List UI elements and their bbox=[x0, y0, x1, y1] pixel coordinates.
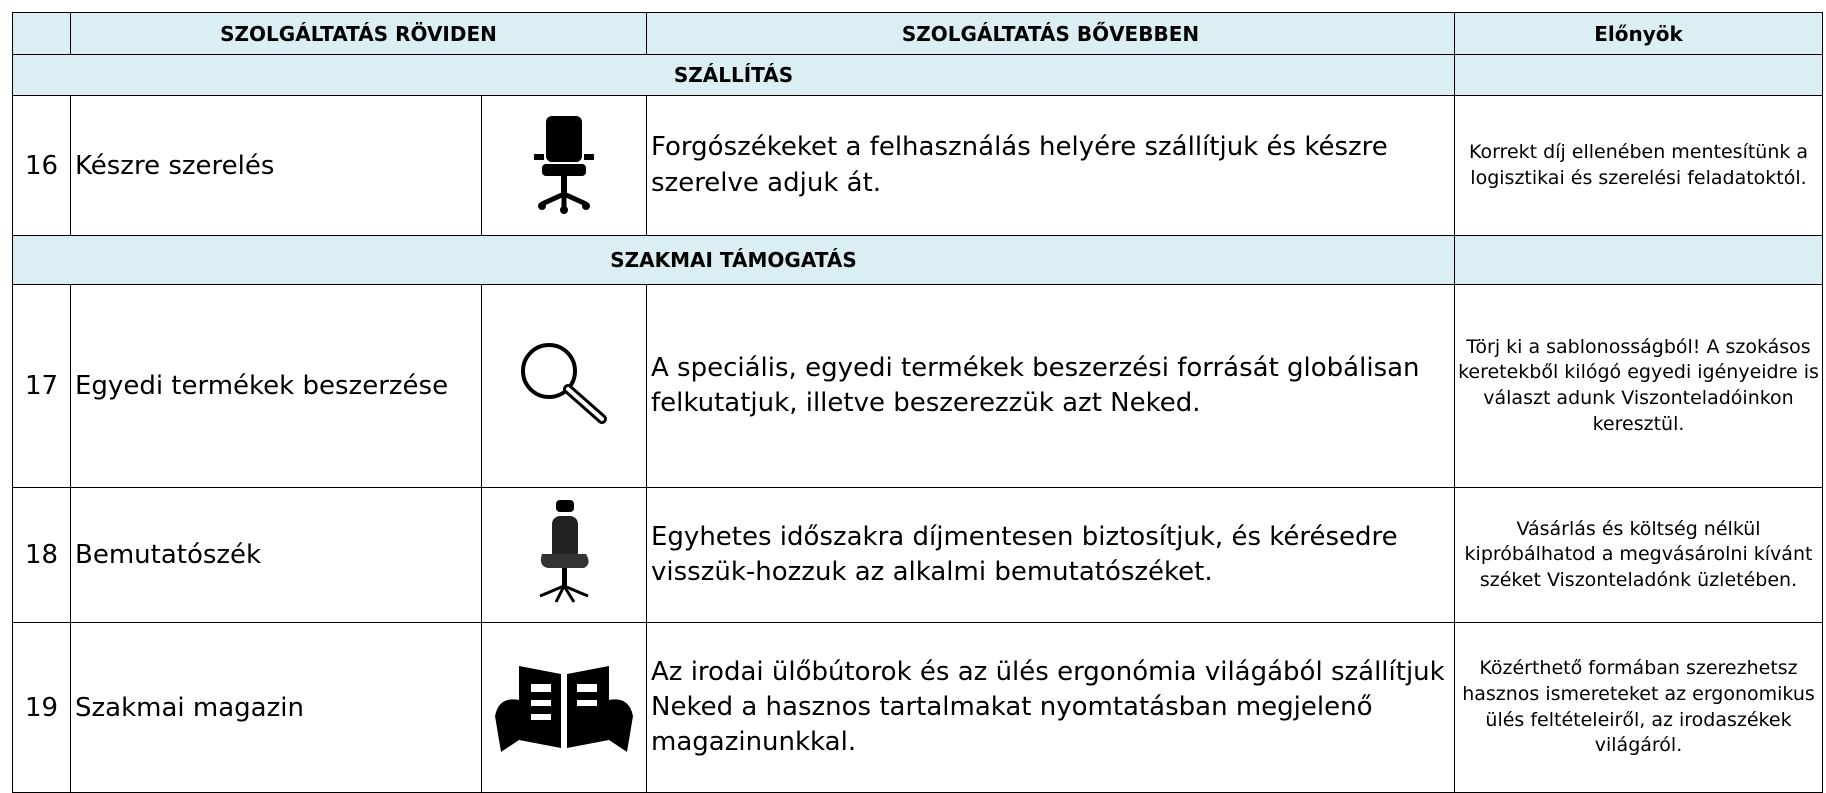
row-number: 19 bbox=[12, 622, 71, 793]
service-table: SZOLGÁLTATÁS RÖVIDEN SZOLGÁLTATÁS BŐVEBB… bbox=[12, 12, 1823, 793]
office-chair-icon bbox=[539, 500, 589, 603]
icon-cell bbox=[481, 284, 647, 488]
row-name: Bemutatószék bbox=[70, 487, 482, 623]
row: 19 Szakmai magazin Az irodai ülőbútorok … bbox=[12, 622, 1823, 793]
section-title: SZAKMAI TÁMOGATÁS bbox=[12, 235, 1455, 285]
chair-icon bbox=[534, 115, 594, 214]
row: 16 Készre szerelés Forgószékeket a felha… bbox=[12, 95, 1823, 236]
section-row: SZÁLLÍTÁS bbox=[12, 54, 1823, 96]
row-advantage: Korrekt díj ellenében mentesítünk a logi… bbox=[1454, 95, 1823, 236]
row-advantage: Közérthető formában szerezhetsz hasznos … bbox=[1454, 622, 1823, 793]
row-description: Az irodai ülőbútorok és az ülés ergonómi… bbox=[646, 622, 1455, 793]
section-title: SZÁLLÍTÁS bbox=[12, 54, 1455, 96]
row-description: Egyhetes időszakra díjmentesen biztosítj… bbox=[646, 487, 1455, 623]
row-advantage: Vásárlás és költség nélkül kipróbálhatod… bbox=[1454, 487, 1823, 623]
section-row: SZAKMAI TÁMOGATÁS bbox=[12, 235, 1823, 285]
magnifier-icon bbox=[521, 343, 607, 424]
section-cell bbox=[1454, 54, 1823, 96]
row: 17 Egyedi termékek beszerzése A speciáli… bbox=[12, 284, 1823, 488]
header-cell: SZOLGÁLTATÁS BŐVEBBEN bbox=[646, 12, 1455, 55]
row-number: 16 bbox=[12, 95, 71, 236]
header-row: SZOLGÁLTATÁS RÖVIDEN SZOLGÁLTATÁS BŐVEBB… bbox=[12, 12, 1823, 55]
header-cell: SZOLGÁLTATÁS RÖVIDEN bbox=[70, 12, 647, 55]
row-name: Készre szerelés bbox=[70, 95, 482, 236]
row-description: Forgószékeket a felhasználás helyére szá… bbox=[646, 95, 1455, 236]
row-name: Szakmai magazin bbox=[70, 622, 482, 793]
header-cell: Előnyök bbox=[1454, 12, 1823, 55]
magazine-icon bbox=[495, 665, 633, 752]
row: 18 Bemutatószék Egyhetes időszakra díjme… bbox=[12, 487, 1823, 623]
header-cell bbox=[12, 12, 71, 55]
row-number: 18 bbox=[12, 487, 71, 623]
icon-cell bbox=[481, 95, 647, 236]
row-description: A speciális, egyedi termékek beszerzési … bbox=[646, 284, 1455, 488]
icon-cell bbox=[481, 487, 647, 623]
row-advantage: Törj ki a sablonosságból! A szokásos ker… bbox=[1454, 284, 1823, 488]
icon-cell bbox=[481, 622, 647, 793]
row-name: Egyedi termékek beszerzése bbox=[70, 284, 482, 488]
section-cell bbox=[1454, 235, 1823, 285]
row-number: 17 bbox=[12, 284, 71, 488]
